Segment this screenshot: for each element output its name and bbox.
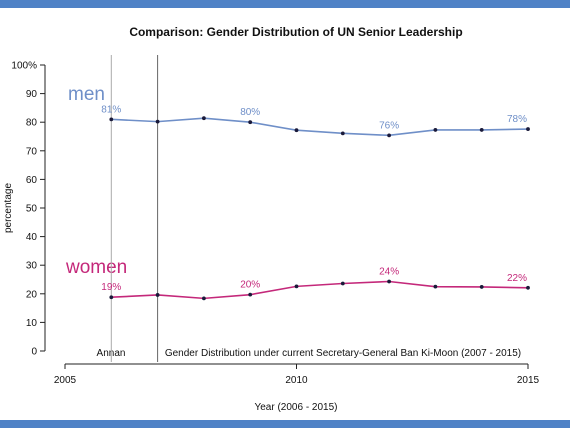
x-tick-label: 2005 <box>54 375 77 386</box>
men-data-point <box>433 128 438 132</box>
men-data-point <box>109 117 114 122</box>
women-data-point <box>155 293 160 297</box>
women-data-point <box>479 285 484 289</box>
women-data-label: 24% <box>379 267 399 278</box>
y-tick-label: 30 <box>26 261 38 272</box>
women-data-point <box>248 292 253 297</box>
men-data-point <box>155 119 160 124</box>
y-tick-label: 50 <box>26 204 38 215</box>
women-data-point <box>202 296 206 301</box>
y-tick-label: 100% <box>11 61 37 72</box>
women-data-point <box>340 281 345 286</box>
y-tick-label: 0 <box>31 347 37 358</box>
men-series-line <box>111 117 529 137</box>
women-data-point <box>433 284 438 289</box>
men-data-label: 76% <box>379 120 399 131</box>
axes: 0 10 20 30 40 50 60 70 80 90 100% 2005 2010 2015 <box>11 61 539 387</box>
women-data-label: 22% <box>507 273 527 284</box>
men-data-point <box>294 128 299 133</box>
y-axis-title: percentage <box>3 183 14 233</box>
women-data-point <box>387 279 391 284</box>
women-series-name: women <box>65 257 127 278</box>
women-data-point <box>109 295 114 300</box>
x-tick-label: 2010 <box>285 375 308 386</box>
men-data-point <box>387 133 391 138</box>
y-tick-label: 70 <box>26 146 38 157</box>
ban-ki-moon-label: Gender Distribution under current Secret… <box>165 348 521 359</box>
y-tick-label: 60 <box>26 175 38 186</box>
era-divider-lines <box>110 55 159 362</box>
men-data-point <box>340 131 345 136</box>
y-tick-label: 20 <box>26 289 38 300</box>
bottom-border <box>0 420 570 428</box>
men-series-name: men <box>68 84 105 105</box>
chart-title: Comparison: Gender Distribution of UN Se… <box>129 25 462 39</box>
y-tick-label: 80 <box>26 118 38 129</box>
women-data-point <box>526 285 530 290</box>
women-series-line <box>111 280 529 300</box>
top-border <box>0 0 570 8</box>
women-data-label: 20% <box>240 280 260 291</box>
men-data-label: 78% <box>507 114 527 125</box>
data-labels: 81% 80% 76% 78% 19% 20% 24% 22% <box>101 104 527 293</box>
men-data-point <box>526 127 530 131</box>
men-data-point <box>248 120 253 125</box>
x-tick-label: 2015 <box>517 375 540 386</box>
y-tick-label: 90 <box>26 89 38 100</box>
men-data-label: 80% <box>240 107 260 118</box>
y-tick-label: 40 <box>26 232 38 243</box>
series-lines <box>109 116 530 301</box>
men-data-label: 81% <box>101 104 121 115</box>
x-axis-title: Year (2006 - 2015) <box>254 402 337 413</box>
y-tick-label: 10 <box>26 318 38 329</box>
women-data-point <box>294 284 299 289</box>
men-data-point <box>479 128 484 132</box>
women-data-label: 19% <box>101 282 121 293</box>
men-data-point <box>202 116 206 121</box>
